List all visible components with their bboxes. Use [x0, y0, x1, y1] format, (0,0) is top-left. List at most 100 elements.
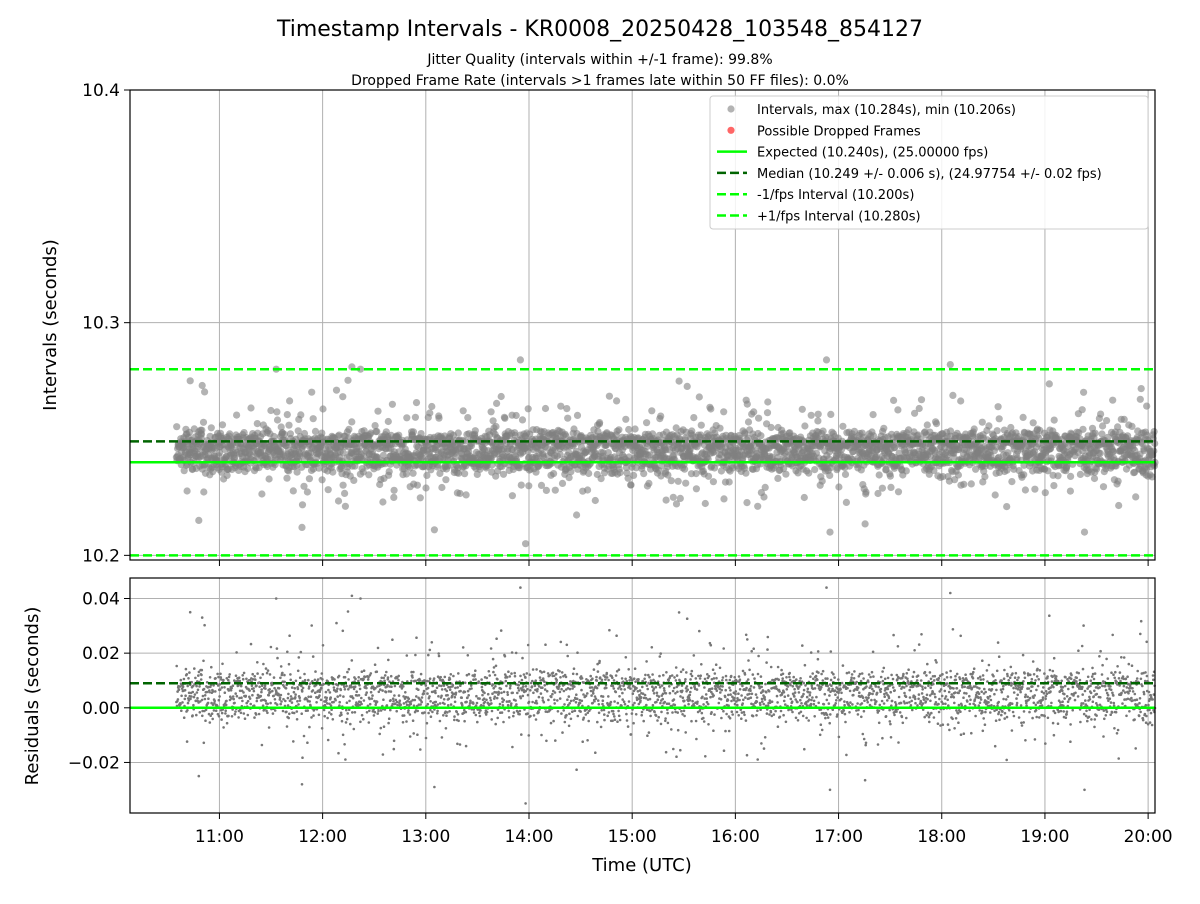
- interval-point: [517, 356, 524, 363]
- residual-point: [520, 733, 523, 736]
- residual-point: [591, 686, 594, 689]
- residual-point: [513, 711, 516, 714]
- interval-point: [843, 499, 850, 506]
- residual-point: [219, 688, 222, 691]
- residual-point: [553, 702, 556, 705]
- residual-point: [323, 709, 326, 712]
- interval-point: [815, 411, 822, 418]
- residual-point: [361, 670, 364, 673]
- interval-point: [971, 425, 978, 432]
- interval-point: [1100, 483, 1107, 490]
- residual-point: [336, 695, 339, 698]
- residual-point: [560, 712, 563, 715]
- interval-point: [345, 426, 352, 433]
- residual-point: [568, 725, 571, 728]
- residual-point: [441, 688, 444, 691]
- residual-point: [504, 655, 507, 658]
- residual-point: [556, 699, 559, 702]
- residual-point: [543, 701, 546, 704]
- interval-point: [768, 424, 775, 431]
- interval-point: [342, 503, 349, 510]
- interval-point: [198, 427, 205, 434]
- residual-point: [330, 713, 333, 716]
- interval-point: [690, 414, 697, 421]
- residual-point: [293, 712, 296, 715]
- residual-point: [510, 672, 513, 675]
- residual-point: [423, 711, 426, 714]
- residual-point: [386, 684, 389, 687]
- residual-point: [593, 700, 596, 703]
- residual-point: [527, 694, 530, 697]
- residual-point: [285, 711, 288, 714]
- residual-point: [225, 700, 228, 703]
- residual-point: [391, 638, 394, 641]
- residual-point: [184, 698, 187, 701]
- residual-point: [559, 676, 562, 679]
- residual-point: [255, 684, 258, 687]
- residual-point: [598, 712, 601, 715]
- residual-point: [261, 684, 264, 687]
- residual-point: [396, 701, 399, 704]
- residual-point: [234, 692, 237, 695]
- residual-point: [512, 715, 515, 718]
- residual-point: [310, 624, 313, 627]
- residual-point: [566, 698, 569, 701]
- residual-point: [541, 686, 544, 689]
- residual-point: [594, 751, 597, 754]
- residual-point: [218, 715, 221, 718]
- interval-point: [310, 415, 317, 422]
- interval-point: [488, 408, 495, 415]
- residual-point: [221, 712, 224, 715]
- residual-point: [362, 678, 365, 681]
- residual-point: [217, 676, 220, 679]
- interval-point: [870, 411, 877, 418]
- interval-point: [413, 399, 420, 406]
- residual-point: [600, 709, 603, 712]
- residual-point: [235, 674, 238, 677]
- chart-subtitle-jitter: Jitter Quality (intervals within +/-1 fr…: [426, 52, 772, 68]
- residual-point: [230, 697, 233, 700]
- residual-point: [581, 700, 584, 703]
- residual-point: [233, 702, 236, 705]
- residual-point: [262, 673, 265, 676]
- residual-point: [291, 686, 294, 689]
- residual-point: [342, 630, 345, 633]
- residual-point: [268, 726, 271, 729]
- interval-point: [918, 396, 925, 403]
- residual-point: [342, 695, 345, 698]
- interval-point: [335, 497, 342, 504]
- residual-point: [459, 690, 462, 693]
- interval-point: [744, 401, 751, 408]
- interval-point: [1042, 489, 1049, 496]
- residual-point: [515, 703, 518, 706]
- residual-point: [201, 669, 204, 672]
- residual-point: [183, 716, 186, 719]
- residual-point: [606, 672, 609, 675]
- residual-point: [507, 710, 510, 713]
- residual-point: [603, 709, 606, 712]
- residual-point: [215, 709, 218, 712]
- interval-point: [1020, 471, 1027, 478]
- residual-point: [552, 672, 555, 675]
- interval-point: [267, 407, 274, 414]
- residual-point: [288, 713, 291, 716]
- residual-point: [264, 685, 267, 688]
- interval-point: [1150, 447, 1157, 454]
- interval-point: [720, 408, 727, 415]
- residual-point: [465, 711, 468, 714]
- residual-point: [310, 716, 313, 719]
- residual-point: [416, 710, 419, 713]
- interval-point: [339, 393, 346, 400]
- residual-point: [416, 733, 419, 736]
- residual-point: [242, 691, 245, 694]
- residual-point: [573, 667, 576, 670]
- residual-point: [178, 688, 181, 691]
- residual-point: [522, 685, 525, 688]
- residual-point: [444, 676, 447, 679]
- residual-point: [529, 715, 532, 718]
- residual-point: [345, 709, 348, 712]
- interval-point: [1008, 478, 1015, 485]
- residual-point: [225, 704, 228, 707]
- residual-point: [260, 688, 263, 691]
- interval-point: [195, 517, 202, 524]
